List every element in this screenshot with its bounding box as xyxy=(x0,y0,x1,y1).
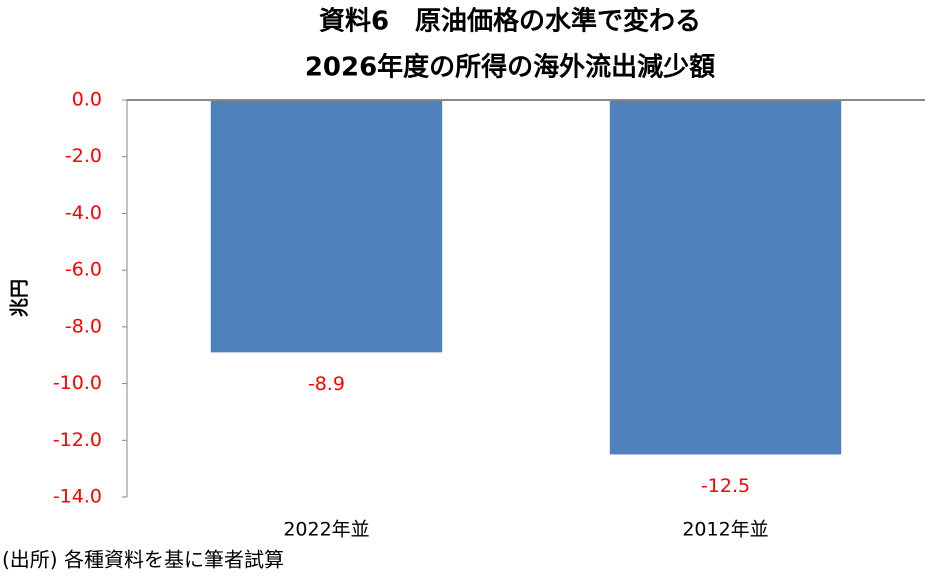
x-tick-label: 2012年並 xyxy=(682,519,768,541)
x-tick-label: 2022年並 xyxy=(283,519,369,541)
y-axis-label: 兆円 xyxy=(9,279,31,317)
y-tick-label: -2.0 xyxy=(65,145,102,167)
y-tick-label: 0.0 xyxy=(72,89,102,111)
bar xyxy=(609,100,842,455)
y-tick-label: -14.0 xyxy=(53,486,102,508)
y-tick-label: -8.0 xyxy=(65,315,102,337)
value-label: -12.5 xyxy=(701,475,750,497)
y-tick-label: -4.0 xyxy=(65,202,102,224)
value-label: -8.9 xyxy=(308,373,345,395)
chart-title: 資料6 原油価格の水準で変わる xyxy=(319,6,701,37)
y-tick-label: -10.0 xyxy=(53,372,102,394)
source-note: (出所) 各種資料を基に筆者試算 xyxy=(2,548,284,572)
y-tick-label: -6.0 xyxy=(65,259,102,281)
chart-title: 2026年度の所得の海外流出減少額 xyxy=(305,52,715,83)
y-tick-label: -12.0 xyxy=(53,429,102,451)
bar xyxy=(210,100,443,353)
